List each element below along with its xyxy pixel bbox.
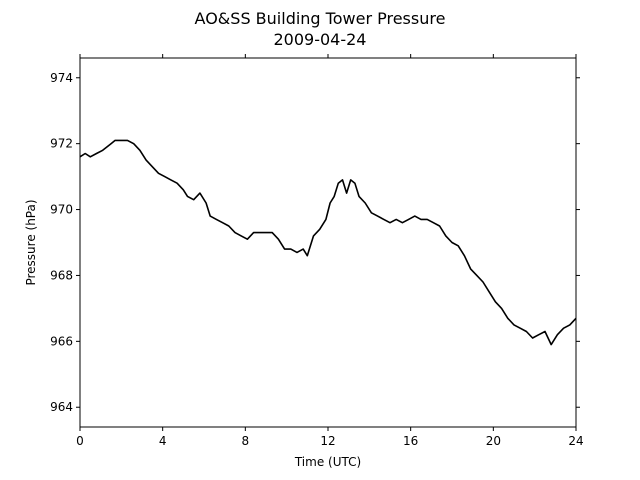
plot-area-frame: [79, 57, 577, 428]
y-axis-label: Pressure (hPa): [24, 199, 38, 285]
x-tick-label: 12: [320, 434, 335, 448]
x-tick-label: 16: [403, 434, 418, 448]
x-tick-label: 20: [486, 434, 501, 448]
x-tick-label: 4: [159, 434, 167, 448]
y-tick-label: 970: [50, 203, 73, 217]
x-tick-label: 0: [76, 434, 84, 448]
y-tick-label: 964: [50, 400, 73, 414]
pressure-series-line: [79, 139, 577, 346]
x-tick-label: 24: [568, 434, 583, 448]
chart-subtitle: 2009-04-24: [274, 30, 367, 49]
y-tick-label: 974: [50, 71, 73, 85]
y-tick-label: 968: [50, 268, 73, 282]
y-tick-label: 966: [50, 334, 73, 348]
x-tick-label: 8: [242, 434, 250, 448]
chart-title: AO&SS Building Tower Pressure: [195, 9, 446, 28]
y-tick-label: 972: [50, 137, 73, 151]
x-axis-label: Time (UTC): [294, 455, 361, 469]
